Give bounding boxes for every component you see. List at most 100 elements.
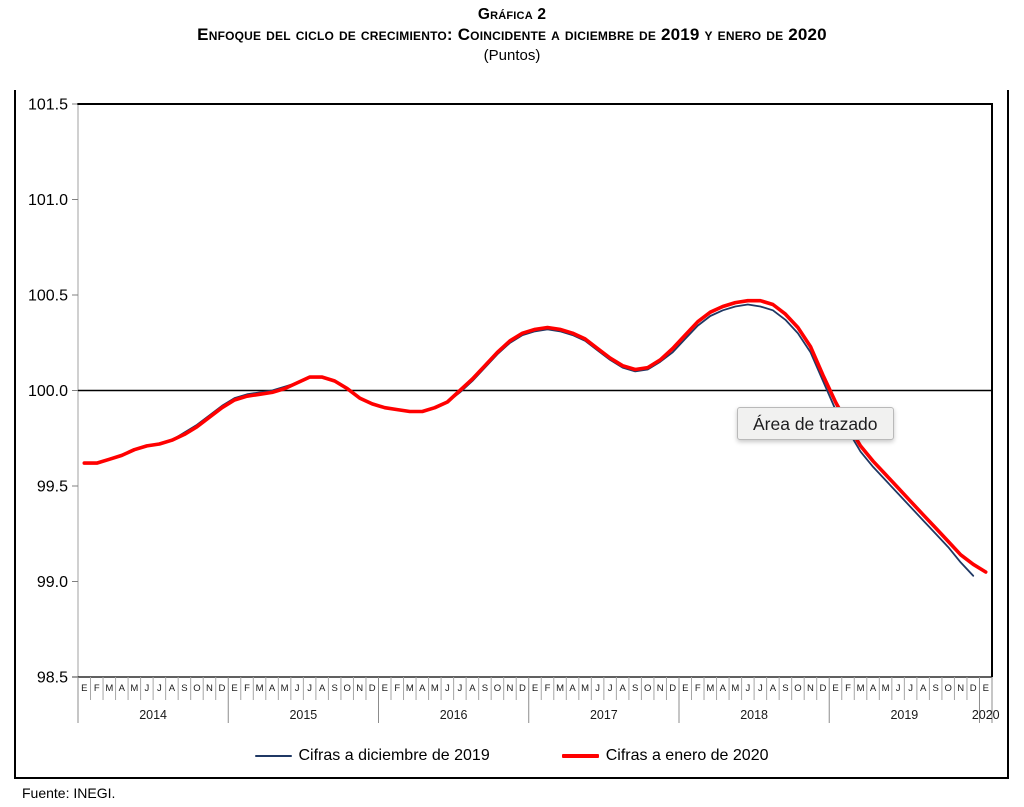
month-label: A <box>619 683 626 694</box>
y-axis-label: 99.5 <box>37 479 68 496</box>
year-label: 2014 <box>139 708 167 722</box>
month-label: O <box>644 683 651 694</box>
month-label: D <box>369 683 376 694</box>
month-label: J <box>758 683 763 694</box>
chart-legend: Cifras a diciembre de 2019 Cifras a ener… <box>16 747 1007 765</box>
month-label: F <box>94 683 100 694</box>
month-label: F <box>545 683 551 694</box>
month-label: O <box>343 683 350 694</box>
month-label: N <box>807 683 814 694</box>
y-axis-label: 99.0 <box>37 574 68 591</box>
month-label: F <box>845 683 851 694</box>
y-axis-label: 101.5 <box>28 97 68 114</box>
month-label: S <box>181 683 187 694</box>
year-label: 2019 <box>890 708 918 722</box>
month-label: N <box>507 683 514 694</box>
month-label: M <box>882 683 890 694</box>
month-label: A <box>169 683 176 694</box>
month-label: J <box>157 683 162 694</box>
month-label: D <box>669 683 676 694</box>
month-label: J <box>307 683 312 694</box>
month-label: A <box>119 683 126 694</box>
month-label: M <box>857 683 865 694</box>
month-label: N <box>206 683 213 694</box>
month-label: A <box>920 683 927 694</box>
month-label: J <box>608 683 613 694</box>
month-label: F <box>695 683 701 694</box>
month-label: A <box>319 683 326 694</box>
month-label: N <box>657 683 664 694</box>
month-label: F <box>394 683 400 694</box>
month-label: J <box>144 683 149 694</box>
month-label: J <box>458 683 463 694</box>
y-axis-label: 101.0 <box>28 192 68 209</box>
month-label: J <box>595 683 600 694</box>
legend-label: Cifras a diciembre de 2019 <box>298 747 490 764</box>
chart-title-block: Gráfica 2 Enfoque del ciclo de crecimien… <box>0 5 1024 65</box>
month-label: D <box>519 683 526 694</box>
month-label: S <box>932 683 938 694</box>
month-label: A <box>469 683 476 694</box>
y-axis-label: 98.5 <box>37 670 68 687</box>
month-label: D <box>970 683 977 694</box>
series-line-enero-2020 <box>82 298 988 574</box>
month-label: O <box>794 683 801 694</box>
month-label: O <box>494 683 501 694</box>
month-label: M <box>130 683 138 694</box>
month-label: M <box>281 683 289 694</box>
month-label: M <box>431 683 439 694</box>
year-label: 2020 <box>972 708 1000 722</box>
legend-line-sample-navy <box>254 755 292 757</box>
legend-item-diciembre-2019[interactable]: Cifras a diciembre de 2019 <box>254 747 490 765</box>
month-label: D <box>820 683 827 694</box>
month-label: A <box>569 683 576 694</box>
month-label: D <box>219 683 226 694</box>
month-label: J <box>445 683 450 694</box>
month-label: A <box>870 683 877 694</box>
chart-title-line2: Enfoque del ciclo de crecimiento: Coinci… <box>197 25 827 45</box>
month-label: A <box>770 683 777 694</box>
month-label: E <box>81 683 87 694</box>
source-note: Fuente: INEGI. <box>22 785 116 801</box>
month-label: S <box>482 683 488 694</box>
plot-area-tooltip: Área de trazado <box>737 407 894 440</box>
month-label: E <box>532 683 538 694</box>
year-label: 2018 <box>740 708 768 722</box>
month-label: F <box>244 683 250 694</box>
y-axis-label: 100.0 <box>28 383 68 400</box>
legend-label: Cifras a enero de 2020 <box>605 747 769 764</box>
month-label: M <box>731 683 739 694</box>
month-label: M <box>556 683 564 694</box>
month-label: M <box>581 683 589 694</box>
legend-item-enero-2020[interactable]: Cifras a enero de 2020 <box>561 747 769 765</box>
month-label: M <box>256 683 264 694</box>
month-label: E <box>682 683 688 694</box>
month-label: J <box>896 683 901 694</box>
year-label: 2016 <box>440 708 468 722</box>
month-label: J <box>745 683 750 694</box>
month-label: M <box>706 683 714 694</box>
chart-subtitle-units: (Puntos) <box>483 46 541 64</box>
month-label: A <box>269 683 276 694</box>
month-label: N <box>957 683 964 694</box>
month-label: E <box>983 683 989 694</box>
year-label: 2017 <box>590 708 618 722</box>
month-label: O <box>193 683 200 694</box>
year-label: 2015 <box>289 708 317 722</box>
legend-line-sample-red <box>561 754 599 758</box>
month-label: E <box>382 683 388 694</box>
month-label: O <box>944 683 951 694</box>
month-label: E <box>832 683 838 694</box>
y-axis-label: 100.5 <box>28 288 68 305</box>
month-label: S <box>331 683 337 694</box>
month-label: S <box>632 683 638 694</box>
chart-title-line1: Gráfica 2 <box>477 6 547 23</box>
month-label: N <box>356 683 363 694</box>
month-label: J <box>908 683 913 694</box>
month-label: M <box>406 683 414 694</box>
month-label: S <box>782 683 788 694</box>
month-label: A <box>720 683 727 694</box>
month-label: J <box>295 683 300 694</box>
month-label: A <box>419 683 426 694</box>
